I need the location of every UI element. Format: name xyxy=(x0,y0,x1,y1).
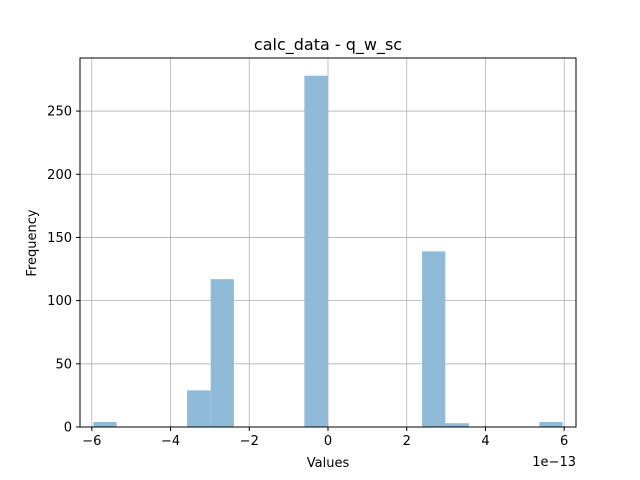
histogram-bar xyxy=(187,390,211,427)
x-tick-label: −4 xyxy=(161,434,180,449)
histogram-bar xyxy=(210,279,234,427)
histogram-bar xyxy=(539,421,563,427)
x-tick-label: 2 xyxy=(403,434,411,449)
histogram-bar xyxy=(304,75,328,428)
x-tick-label: 6 xyxy=(560,434,568,449)
chart-title: calc_data - q_w_sc xyxy=(254,35,402,55)
y-tick-label: 250 xyxy=(47,105,72,120)
x-tick-label: −2 xyxy=(240,434,259,449)
x-tick-label: −6 xyxy=(82,434,101,449)
y-tick-label: 50 xyxy=(55,357,72,372)
histogram-bars xyxy=(93,75,563,428)
y-tick-label: 200 xyxy=(47,168,72,183)
x-axis-label: Values xyxy=(307,456,350,471)
axis-ticks: −6 −4 −2 0 2 4 6 0 50 100 150 200 250 xyxy=(47,105,568,449)
x-axis-offset-text: 1e−13 xyxy=(532,455,576,470)
y-tick-label: 150 xyxy=(47,231,72,246)
histogram-bar xyxy=(445,423,469,427)
y-tick-label: 100 xyxy=(47,294,72,309)
histogram-bar xyxy=(422,251,446,427)
histogram-bar xyxy=(93,421,117,427)
y-axis-label: Frequency xyxy=(25,209,40,276)
y-tick-label: 0 xyxy=(64,421,72,436)
x-tick-label: 4 xyxy=(481,434,489,449)
x-tick-label: 0 xyxy=(324,434,332,449)
